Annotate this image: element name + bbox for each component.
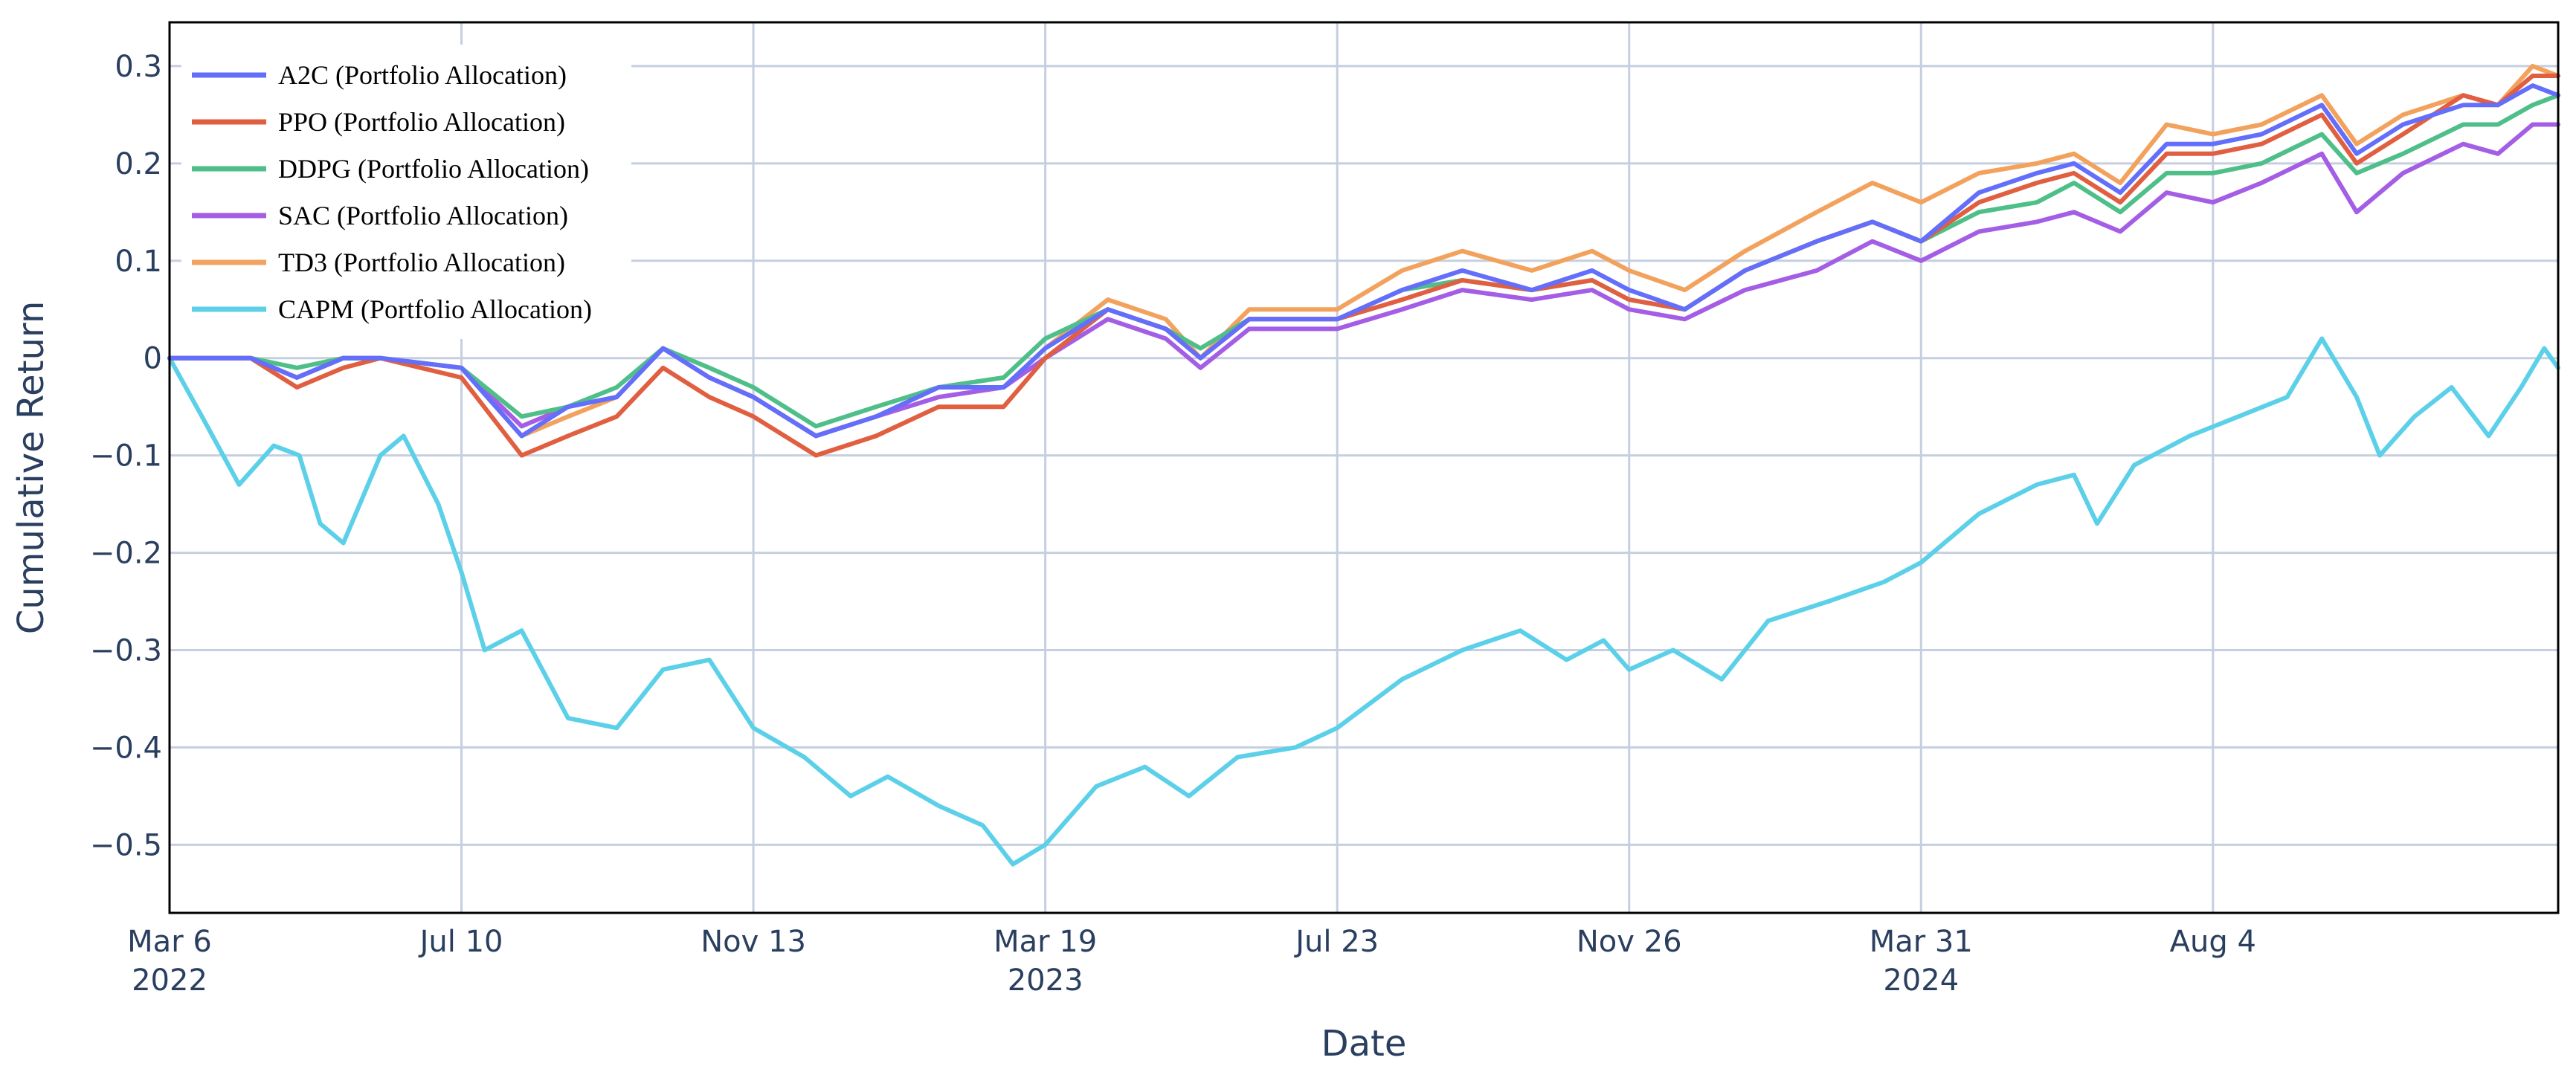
x-tick-year-label: 2023 [1008, 963, 1083, 998]
x-tick-label: Mar 19 [994, 925, 1097, 959]
x-tick-label: Jul 10 [418, 925, 503, 959]
y-tick-label: 0.3 [115, 50, 162, 84]
y-tick-label: −0.3 [90, 633, 162, 668]
legend-item-ddpg[interactable]: DDPG (Portfolio Allocation) [192, 154, 589, 184]
series-lines [167, 63, 2560, 867]
series-line-ddpg [167, 93, 2560, 429]
legend-label: DDPG (Portfolio Allocation) [278, 154, 589, 184]
legend-label: CAPM (Portfolio Allocation) [278, 294, 592, 324]
legend-item-a2c[interactable]: A2C (Portfolio Allocation) [192, 60, 567, 90]
y-tick-label: 0 [144, 342, 162, 376]
x-tick-year-label: 2024 [1883, 963, 1959, 998]
plot-frame [168, 21, 2560, 914]
y-axis-title: Cumulative Return [10, 301, 52, 635]
y-tick-label: −0.2 [90, 537, 162, 571]
series-line-td3 [167, 63, 2560, 439]
x-tick-label: Jul 23 [1293, 925, 1379, 959]
legend-background [181, 45, 631, 339]
x-tick-label: Aug 4 [2170, 925, 2256, 959]
series-line-a2c [167, 83, 2560, 439]
x-tick-label: Nov 13 [701, 925, 806, 959]
legend-item-sac[interactable]: SAC (Portfolio Allocation) [192, 201, 568, 230]
y-tick-label: −0.5 [90, 828, 162, 862]
series-line-ppo [167, 74, 2560, 458]
y-tick-label: 0.2 [115, 147, 162, 181]
y-tick-label: 0.1 [115, 245, 162, 279]
legend-label: A2C (Portfolio Allocation) [278, 60, 567, 90]
x-axis-title: Date [1321, 1023, 1407, 1065]
legend[interactable]: A2C (Portfolio Allocation) PPO (Portfolio… [181, 45, 631, 339]
series-line-capm [167, 336, 2560, 867]
legend-item-td3[interactable]: TD3 (Portfolio Allocation) [192, 248, 565, 277]
y-tick-label: −0.1 [90, 439, 162, 474]
x-tick-year-label: 2022 [132, 963, 207, 998]
x-tick-label: Mar 6 [127, 925, 212, 959]
y-tick-label: −0.4 [90, 731, 162, 765]
legend-item-capm[interactable]: CAPM (Portfolio Allocation) [192, 294, 592, 324]
x-tick-label: Mar 31 [1870, 925, 1973, 959]
y-axis: 0.3 0.2 0.1 0 −0.1 −0.2 −0.3 −0.4 −0.5 [90, 50, 162, 862]
legend-item-ppo[interactable]: PPO (Portfolio Allocation) [192, 107, 565, 137]
x-axis: Mar 6 2022 Jul 10 Nov 13 Mar 19 2023 Jul 23 Nov… [127, 925, 2256, 998]
x-tick-label: Nov 26 [1577, 925, 1682, 959]
legend-label: SAC (Portfolio Allocation) [278, 201, 568, 230]
legend-label: PPO (Portfolio Allocation) [278, 107, 565, 137]
legend-label: TD3 (Portfolio Allocation) [278, 248, 565, 277]
